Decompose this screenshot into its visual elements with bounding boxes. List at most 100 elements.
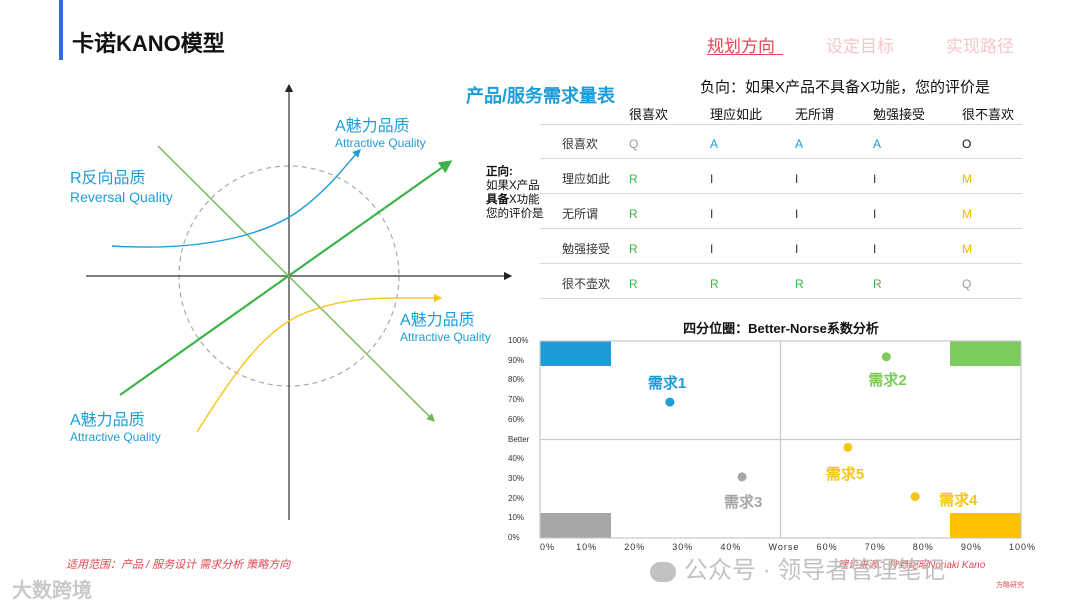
corner-block-top-left — [540, 341, 611, 366]
table-cell: I — [710, 207, 714, 221]
table-divider — [540, 228, 1022, 229]
tab-implementation-path[interactable]: 实现路径 — [946, 37, 1014, 56]
x-tick-label: 80% — [912, 542, 934, 552]
table-col-header: 勉强接受 — [873, 107, 926, 122]
must-be-line — [157, 145, 435, 422]
table-cell: A — [873, 137, 882, 151]
watermark-right: 公众号 · 领导者管理笔记 — [650, 550, 945, 585]
data-point-label: 需求2 — [868, 371, 907, 389]
table-cell: R — [629, 172, 638, 186]
attractive-quality-mid-label: A魅力品质 Attractive Quality — [400, 312, 491, 344]
reversal-quality-en: Reversal Quality — [70, 189, 173, 205]
chart-title: 四分位圈：Better-Norse系数分析 — [683, 321, 879, 336]
attractive-mid-zh: A魅力品质 — [400, 312, 475, 329]
table-row-header: 勉强接受 — [562, 242, 611, 256]
data-point — [737, 472, 747, 482]
reversal-quality-zh: R反向品质 — [70, 170, 146, 187]
watermark-right-text: 公众号 · 领导者管理笔记 — [684, 557, 946, 584]
y-tick-label: 60% — [508, 414, 525, 424]
performance-line — [119, 160, 453, 396]
table-cell: R — [795, 277, 804, 291]
data-point-label: 需求1 — [647, 375, 687, 393]
table-col-header: 很不喜欢 — [962, 107, 1015, 122]
y-tick-label: 90% — [508, 355, 525, 365]
footer-logo: 方略研究 — [996, 582, 1024, 589]
table-divider — [540, 158, 1022, 159]
y-tick-label: 100% — [508, 336, 529, 345]
y-tick-label: 0% — [508, 533, 520, 542]
table-cell: R — [629, 207, 638, 221]
table-cell: I — [795, 172, 799, 186]
table-row-header: 很不壶欢 — [562, 277, 611, 291]
table-row-header: 很喜欢 — [562, 137, 599, 151]
page-title: 卡诺KANO模型 — [72, 31, 225, 56]
tab-set-goals[interactable]: 设定目标 — [826, 37, 894, 56]
data-point — [665, 397, 675, 407]
footer-source: 理论来源：狩野纪昭Noriaki Kano — [838, 560, 986, 571]
table-col-header: 无所谓 — [795, 107, 835, 122]
data-point-label: 需求5 — [825, 466, 865, 484]
table-cell: R — [873, 277, 882, 291]
wechat-icon — [650, 561, 676, 582]
x-tick-label: 60% — [816, 542, 838, 552]
table-col-header: 很喜欢 — [629, 107, 669, 122]
watermark-left: 大数跨境 — [12, 580, 92, 602]
reversal-quality-label: R反向品质 Reversal Quality — [70, 170, 173, 206]
table-cell: I — [873, 207, 877, 221]
data-point — [881, 352, 891, 362]
table-title: 产品/服务需求量表 — [466, 86, 616, 106]
y-tick-label: 70% — [508, 395, 525, 405]
corner-block-bottom-right — [950, 513, 1021, 538]
table-question: 负向：如果X产品不具备X功能，您的评价是 — [700, 79, 991, 96]
reverse-curve — [196, 293, 443, 433]
side-note-line2: X功能 — [509, 194, 540, 206]
table-cell: R — [710, 277, 719, 291]
table-row-header: 无所谓 — [562, 207, 599, 221]
data-point-label: 需求3 — [724, 493, 763, 511]
data-point — [843, 442, 853, 452]
attractive-mid-en: Attractive Quality — [400, 330, 491, 344]
attractive-top-zh: A魅力品质 — [335, 118, 410, 135]
title-accent-bar — [59, 0, 63, 60]
table-cell: I — [873, 242, 877, 256]
data-point — [910, 492, 920, 502]
table-col-header: 理应如此 — [710, 107, 763, 122]
x-tick-label: 40% — [720, 542, 742, 552]
side-note-prefix: 正向: — [486, 166, 513, 178]
x-tick-label: 20% — [624, 542, 646, 552]
table-cell: R — [629, 242, 638, 256]
y-tick-label: 40% — [508, 454, 525, 464]
table-cell: Q — [629, 137, 639, 151]
table-cell: Q — [962, 277, 972, 291]
table-cell: M — [962, 172, 972, 186]
table-divider — [540, 298, 1022, 299]
x-tick-label: 70% — [864, 542, 886, 552]
table-cell: O — [962, 137, 972, 151]
table-divider — [540, 263, 1022, 264]
x-tick-label: 90% — [960, 542, 982, 552]
table-row-header: 理应如此 — [562, 172, 611, 186]
y-tick-label: 20% — [508, 493, 525, 503]
y-tick-label: 30% — [508, 473, 525, 483]
footer-scope: 适用范围：产品 / 服务设计 需求分析 策略方向 — [66, 559, 291, 571]
attractive-top-en: Attractive Quality — [335, 136, 426, 150]
attractive-quality-top-label: A魅力品质 Attractive Quality — [335, 118, 426, 150]
table-divider — [540, 193, 1022, 194]
side-note-line3: 您的评价是 — [486, 208, 544, 220]
x-tick-label: Worse — [768, 542, 800, 552]
table-cell: I — [873, 172, 877, 186]
table-cell: R — [629, 277, 638, 291]
y-tick-label: Better — [508, 434, 530, 444]
tab-plan-direction[interactable]: 规划方向 — [707, 37, 775, 56]
x-tick-label: 100% — [1009, 542, 1037, 552]
corner-block-bottom-left — [540, 513, 611, 538]
table-cell: M — [962, 207, 972, 221]
data-point-label: 需求4 — [939, 491, 978, 509]
attractive-quality-bottom-label: A魅力品质 Attractive Quality — [70, 412, 161, 444]
table-cell: I — [795, 207, 799, 221]
attractive-bot-en: Attractive Quality — [70, 430, 161, 444]
attractive-bot-zh: A魅力品质 — [70, 412, 145, 429]
table-cell: I — [710, 172, 714, 186]
